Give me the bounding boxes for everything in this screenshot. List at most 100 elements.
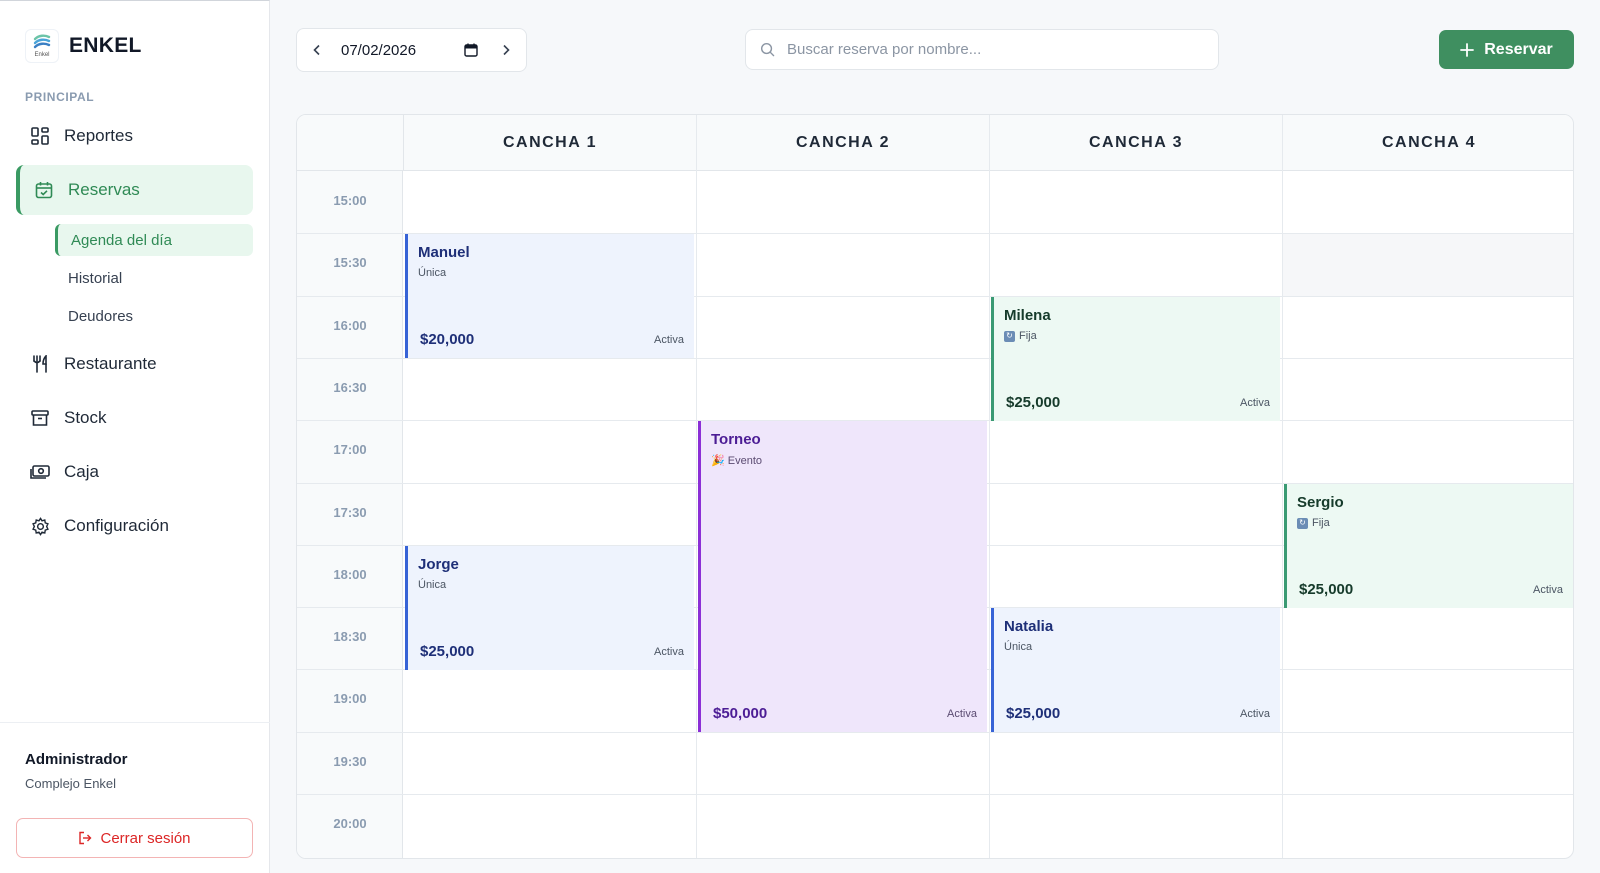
booking-price: $25,000 [420,643,475,660]
user-name: Administrador [25,751,128,768]
cash-icon [30,462,50,482]
search-icon [760,42,775,57]
brand[interactable]: Enkel ENKEL [25,29,142,63]
logout-label: Cerrar sesión [100,829,191,847]
booking-type-label: Única [418,267,447,279]
logout-icon [79,831,92,845]
subitem-label: Deudores [68,307,134,325]
calendar-check-icon [34,180,54,200]
grid-line [297,794,1573,795]
grid-line [297,233,1573,234]
booking-price: $25,000 [1006,394,1061,411]
time-label: 15:30 [333,255,367,270]
booking-type: Única [418,267,685,279]
plus-icon [1460,42,1475,57]
prev-day-button[interactable] [297,29,337,71]
booking-type-label: Única [1004,641,1033,653]
sidebar-item-label: Restaurante [64,354,157,373]
time-label: 19:30 [333,754,367,769]
search-box [745,29,1219,70]
chevron-right-icon [503,44,510,56]
brand-logo-caption: Enkel [34,52,50,58]
booking-type-label: Fija [1312,517,1330,529]
time-label: 19:00 [333,691,367,706]
subitem-label: Agenda del día [71,231,172,249]
booking-status: Activa [1240,397,1270,409]
grid-line [297,358,1573,359]
search-input[interactable] [787,41,1187,58]
wave-logo-icon [33,34,51,49]
booking-name: Manuel [418,244,470,261]
sidebar-item-stock[interactable]: Stock [16,393,253,443]
sidebar-item-label: Stock [64,408,107,427]
court-header: CANCHA 3 [989,115,1282,171]
sidebar-item-restaurante[interactable]: Restaurante [16,339,253,389]
section-label: PRINCIPAL [25,90,95,104]
sidebar-item-reservas[interactable]: Reservas [16,165,253,215]
chevron-left-icon [313,44,320,56]
brand-logo: Enkel [25,29,59,63]
repeat-icon: ↻ [1297,517,1308,529]
booking-price: $20,000 [420,331,475,348]
time-label: 15:00 [333,193,367,208]
booking-name: Natalia [1004,618,1054,635]
sidebar-item-configuracion[interactable]: Configuración [16,501,253,551]
sidebar-item-label: Caja [64,462,99,481]
subitem-label: Historial [68,269,123,287]
booking-card[interactable]: Jorge Única $25,000 Activa [405,546,694,670]
booking-status: Activa [1533,584,1563,596]
time-label: 18:00 [333,567,367,582]
date-input[interactable]: 07/02/2026 [337,42,486,59]
booking-type-label: Única [418,579,447,591]
booking-card[interactable]: Torneo 🎉 Evento $50,000 Activa [698,421,987,732]
booking-status: Activa [947,708,977,720]
booking-type: ↻ Fija [1297,517,1564,529]
time-label: 16:30 [333,380,367,395]
booking-type: Única [418,579,685,591]
logout-button[interactable]: Cerrar sesión [16,818,253,858]
repeat-icon: ↻ [1004,330,1015,342]
brand-name: ENKEL [69,34,142,57]
sidebar-item-reportes[interactable]: Reportes [16,111,253,161]
booking-name: Torneo [711,431,761,448]
user-org: Complejo Enkel [25,776,117,791]
calendar-icon[interactable] [464,43,478,57]
sidebar-item-label: Reportes [64,126,133,145]
booking-price: $25,000 [1299,581,1354,598]
archive-box-icon [30,408,50,428]
time-column: 15:00 15:30 16:00 16:30 17:00 17:30 18:00 18:30… [297,115,403,858]
subitem-agenda[interactable]: Agenda del día [55,224,253,256]
next-day-button[interactable] [486,29,526,71]
booking-card[interactable]: Natalia Única $25,000 Activa [991,608,1280,732]
court-header: CANCHA 2 [696,115,989,171]
booking-status: Activa [654,646,684,658]
time-label: 16:00 [333,318,367,333]
booking-status: Activa [1240,708,1270,720]
sidebar-item-label: Reservas [68,180,140,199]
booking-price: $50,000 [713,705,768,722]
date-value: 07/02/2026 [341,41,417,59]
grid-line [989,115,990,858]
grid-line [696,115,697,858]
booking-type-label: Fija [1019,330,1037,342]
subitem-deudores[interactable]: Deudores [55,300,253,332]
booking-card[interactable]: Sergio ↻ Fija $25,000 Activa [1284,484,1573,608]
grid-line [1282,115,1283,858]
fork-knife-icon [30,354,50,374]
subitem-historial[interactable]: Historial [55,262,253,294]
booking-name: Jorge [418,556,459,573]
reservar-button[interactable]: Reservar [1439,30,1574,69]
booking-type: ↻ Fija [1004,330,1271,342]
sidebar-footer: Administrador Complejo Enkel Cerrar sesi… [0,722,270,873]
sidebar-item-label: Configuración [64,516,169,535]
court-header: CANCHA 4 [1282,115,1573,171]
dashboard-icon [30,126,50,146]
cell-shade [1283,233,1573,296]
booking-card[interactable]: Milena ↻ Fija $25,000 Activa [991,297,1280,421]
booking-type: 🎉 Evento [711,454,978,467]
booking-card[interactable]: Manuel Única $20,000 Activa [405,234,694,358]
time-label: 17:00 [333,442,367,457]
grid-line [297,420,1573,421]
sidebar-item-caja[interactable]: Caja [16,447,253,497]
booking-price: $25,000 [1006,705,1061,722]
